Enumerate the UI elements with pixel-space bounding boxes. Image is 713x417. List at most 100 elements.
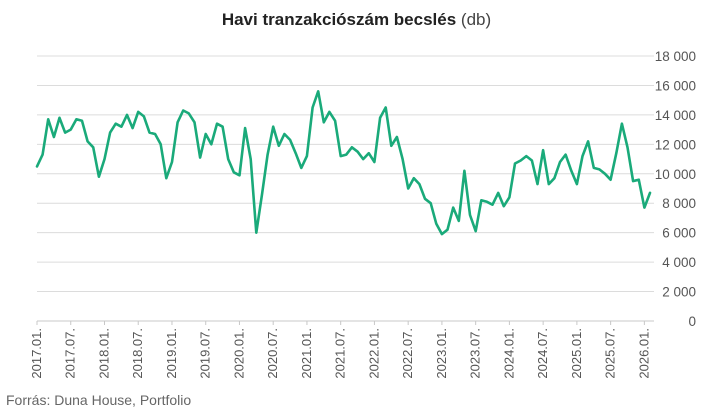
data-point	[401, 158, 403, 160]
data-point	[508, 196, 510, 198]
data-point	[385, 106, 387, 108]
data-point	[621, 123, 623, 125]
data-point	[424, 198, 426, 200]
data-point	[638, 179, 640, 181]
data-point	[553, 177, 555, 179]
chart-title: Havi tranzakciószám becslés (db)	[0, 10, 713, 30]
x-tick-label: 2023.07.	[468, 328, 483, 379]
data-point	[435, 223, 437, 225]
data-point	[615, 152, 617, 154]
y-tick-label: 10 000	[655, 167, 696, 182]
data-point	[193, 121, 195, 123]
x-tick-label: 2018.01.	[96, 328, 111, 379]
data-point	[289, 139, 291, 141]
data-point	[250, 158, 252, 160]
data-point	[328, 111, 330, 113]
x-tick-label: 2024.01.	[501, 328, 516, 379]
x-tick-label: 2020.01.	[231, 328, 246, 379]
data-point	[576, 183, 578, 185]
data-point	[47, 118, 49, 120]
x-tick-label: 2025.01.	[569, 328, 584, 379]
data-point	[92, 146, 94, 148]
data-point	[283, 133, 285, 135]
data-point	[70, 128, 72, 130]
data-point	[41, 153, 43, 155]
data-point	[379, 117, 381, 119]
data-point	[143, 115, 145, 117]
data-point	[649, 192, 651, 194]
data-point	[98, 176, 100, 178]
data-point	[418, 183, 420, 185]
data-point	[598, 168, 600, 170]
data-point	[643, 206, 645, 208]
data-point	[480, 199, 482, 201]
data-point	[446, 229, 448, 231]
x-tick-label: 2022.01.	[366, 328, 381, 379]
data-point	[609, 179, 611, 181]
data-point	[356, 151, 358, 153]
data-point	[626, 146, 628, 148]
data-point	[593, 167, 595, 169]
data-point	[413, 177, 415, 179]
source-note: Forrás: Duna House, Portfolio	[6, 392, 192, 408]
data-point	[148, 131, 150, 133]
data-point	[458, 220, 460, 222]
data-point	[368, 152, 370, 154]
series-line	[35, 90, 652, 236]
data-point	[441, 233, 443, 235]
data-point	[340, 155, 342, 157]
data-point	[362, 158, 364, 160]
data-point	[115, 123, 117, 125]
y-tick-label: 0	[688, 314, 696, 329]
data-point	[171, 161, 173, 163]
y-tick-label: 16 000	[655, 78, 696, 93]
data-point	[548, 183, 550, 185]
data-point	[323, 121, 325, 123]
data-point	[199, 156, 201, 158]
data-point	[351, 146, 353, 148]
data-point	[233, 171, 235, 173]
data-point	[570, 170, 572, 172]
data-point	[109, 131, 111, 133]
y-tick-label: 4 000	[662, 255, 696, 270]
data-point	[587, 140, 589, 142]
y-tick-label: 8 000	[662, 196, 696, 211]
data-point	[261, 193, 263, 195]
data-point	[295, 152, 297, 154]
x-tick-label: 2019.07.	[198, 328, 213, 379]
data-point	[306, 155, 308, 157]
data-point	[216, 123, 218, 125]
data-point	[182, 109, 184, 111]
data-point	[154, 133, 156, 135]
data-point	[227, 158, 229, 160]
data-point	[244, 127, 246, 129]
data-point	[238, 174, 240, 176]
x-tick-label: 2025.07.	[603, 328, 618, 379]
data-point	[36, 165, 38, 167]
data-point	[131, 127, 133, 129]
x-tick-label: 2026.01.	[636, 328, 651, 379]
y-tick-label: 14 000	[655, 108, 696, 123]
data-point	[430, 202, 432, 204]
data-point	[210, 143, 212, 145]
data-point	[81, 120, 83, 122]
data-point	[86, 140, 88, 142]
data-point	[221, 126, 223, 128]
data-point	[160, 143, 162, 145]
y-tick-label: 2 000	[662, 285, 696, 300]
data-point	[396, 136, 398, 138]
x-tick-label: 2018.07.	[130, 328, 145, 379]
data-point	[165, 177, 167, 179]
data-point	[564, 153, 566, 155]
x-tick-label: 2019.01.	[164, 328, 179, 379]
data-point	[188, 112, 190, 114]
data-point	[463, 170, 465, 172]
data-point	[497, 192, 499, 194]
data-point	[452, 206, 454, 208]
data-point	[137, 111, 139, 113]
data-point	[531, 159, 533, 161]
data-point	[53, 136, 55, 138]
x-tick-label: 2021.01.	[299, 328, 314, 379]
x-tick-label: 2024.07.	[535, 328, 550, 379]
